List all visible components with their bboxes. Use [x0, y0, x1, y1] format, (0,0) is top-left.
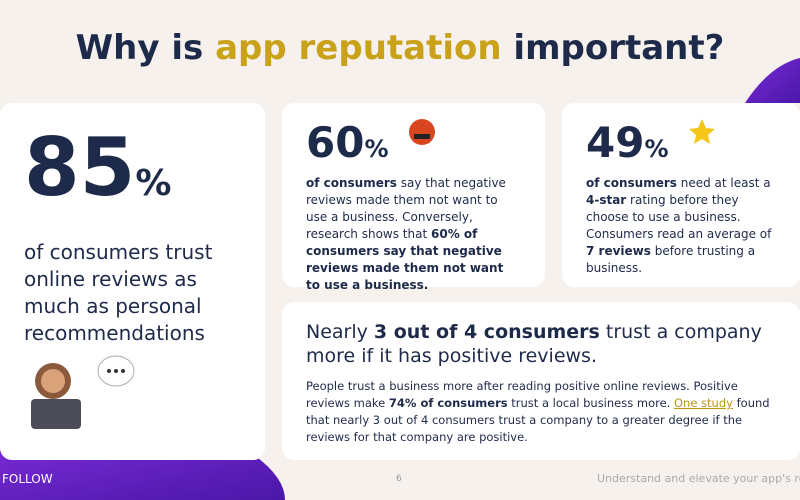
bold-text: 4-star	[586, 193, 627, 207]
text: say that negative reviews made them not …	[306, 176, 506, 241]
text: Nearly	[306, 321, 374, 343]
info-card: Nearly 3 out of 4 consumers trust a comp…	[282, 302, 800, 460]
stat-unit: %	[644, 135, 669, 163]
footer-follow: FOLLOW	[2, 472, 53, 486]
star-icon	[689, 119, 716, 144]
stat-card: 85% of consumers trust online reviews as…	[0, 103, 265, 460]
page-number: 6	[396, 474, 402, 484]
text: need at least a	[676, 176, 771, 190]
stat-number: 49	[586, 118, 645, 167]
bold-text: 60% of consumers say that negative revie…	[306, 227, 504, 292]
stat-card: 49% of consumers need at least a 4-star …	[562, 103, 800, 287]
bold-text: of consumers	[306, 176, 397, 190]
title-highlight: app reputation	[215, 28, 502, 68]
text: trust a company more if it has positive …	[306, 321, 762, 367]
text: found that nearly 3 out of 4 consumers t…	[306, 396, 770, 444]
bold-text: 74% of consumers	[388, 396, 508, 410]
text: trust a local business more.	[507, 396, 674, 410]
title-text: important?	[501, 28, 725, 68]
bold-text: 7 reviews	[586, 244, 651, 258]
footer-tagline: Understand and elevate your app's reput	[597, 472, 800, 485]
bold-text: 3 out of 4 consumers	[373, 321, 600, 343]
title: Why is app reputation important?	[0, 28, 800, 68]
text: rating before they choose to use a busin…	[586, 193, 772, 241]
stat-text: of consumers trust online reviews as muc…	[24, 239, 241, 347]
text: before trusting a business.	[586, 244, 756, 275]
stat-unit: %	[364, 135, 389, 163]
title-text: Why is	[75, 28, 216, 68]
angry-icon	[409, 119, 436, 145]
text: People trust a business more after readi…	[306, 379, 738, 410]
person-icon	[31, 355, 135, 429]
stat-number: 85	[24, 121, 136, 214]
stat-number: 60	[306, 118, 365, 167]
info-heading: Nearly 3 out of 4 consumers trust a comp…	[306, 320, 776, 368]
bold-text: of consumers	[586, 176, 677, 190]
stat-text: of consumers need at least a 4-star rati…	[586, 175, 776, 277]
stat-card: 60% of consumers say that negative revie…	[282, 103, 545, 292]
link[interactable]: One study	[673, 396, 733, 410]
text: of consumers trust online reviews as muc…	[24, 240, 213, 345]
stat-unit: %	[135, 163, 172, 204]
info-body: People trust a business more after readi…	[306, 378, 776, 446]
stat-text: of consumers say that negative reviews m…	[306, 175, 521, 294]
